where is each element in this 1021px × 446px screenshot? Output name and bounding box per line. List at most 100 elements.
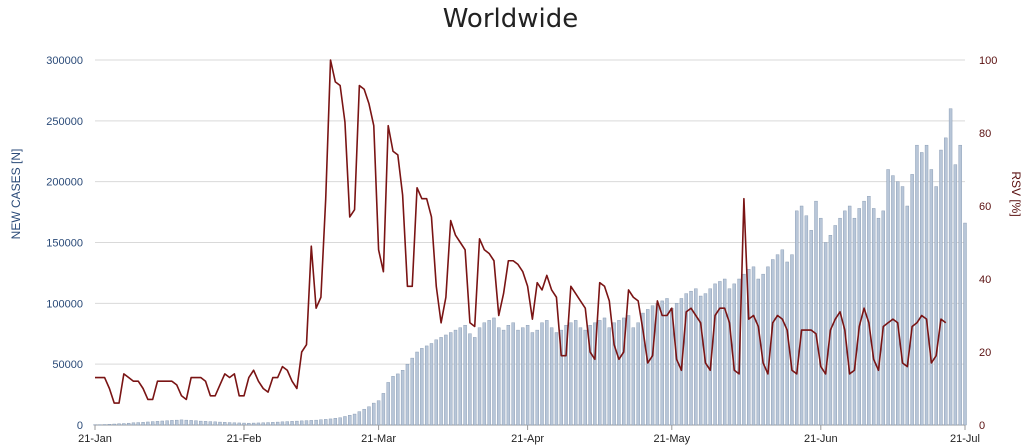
bar <box>194 420 198 426</box>
bar <box>809 230 813 426</box>
bar <box>790 254 794 426</box>
bar <box>636 322 640 426</box>
bar <box>415 351 419 426</box>
bar <box>463 325 467 426</box>
bar <box>482 322 487 426</box>
bar <box>838 217 842 426</box>
bar <box>328 418 333 426</box>
bar <box>400 370 405 426</box>
bar <box>473 337 477 426</box>
bar <box>468 333 472 426</box>
bar <box>453 329 458 426</box>
x-tick-label: 21-May <box>653 433 690 445</box>
bar <box>405 363 410 426</box>
bar <box>266 422 270 426</box>
x-tick-label: 21-Feb <box>227 433 262 445</box>
bar <box>588 325 592 426</box>
bar <box>607 327 611 426</box>
bar <box>338 417 342 426</box>
y-tick-left: 100000 <box>46 298 83 310</box>
bar <box>852 217 857 426</box>
bar <box>179 419 184 426</box>
bar <box>756 278 761 426</box>
bar <box>362 408 366 426</box>
bar <box>963 222 967 426</box>
bar <box>698 295 703 426</box>
bar <box>424 345 429 426</box>
bar <box>304 420 309 426</box>
bar <box>506 325 511 426</box>
bar <box>564 325 568 426</box>
bar <box>247 422 251 426</box>
bar <box>718 281 722 426</box>
bar <box>814 200 818 426</box>
bar <box>747 269 751 426</box>
bar <box>420 348 424 426</box>
bar <box>843 210 847 426</box>
bar <box>804 215 809 426</box>
bar <box>847 205 852 426</box>
bar-series <box>93 108 967 426</box>
bar <box>766 266 770 426</box>
bar <box>449 332 453 426</box>
bar <box>410 357 414 426</box>
bar <box>780 249 785 426</box>
bar <box>122 423 126 426</box>
bar <box>939 149 943 426</box>
bar <box>924 144 929 426</box>
y-tick-left: 250000 <box>46 116 83 128</box>
bar <box>694 288 698 426</box>
bar <box>545 320 549 426</box>
bar <box>117 423 121 426</box>
y-tick-left: 200000 <box>46 177 83 189</box>
bar <box>881 210 885 426</box>
bar <box>626 315 631 426</box>
bar <box>833 225 837 426</box>
bar <box>559 329 563 426</box>
bar <box>497 327 501 426</box>
bar <box>227 422 232 426</box>
bar <box>357 411 362 426</box>
bar <box>646 309 650 426</box>
bar <box>891 175 895 426</box>
chart-title: Worldwide <box>442 4 579 34</box>
axes: 0 50000 100000 150000 200000 250000 300000 0 20 4… <box>46 55 997 445</box>
bar <box>203 421 208 426</box>
bar <box>112 423 116 426</box>
bar <box>309 420 313 426</box>
y-tick-left: 300000 <box>46 55 83 67</box>
bar <box>665 298 669 426</box>
bar <box>126 422 131 426</box>
bar <box>540 322 544 426</box>
bar <box>314 419 318 426</box>
bar <box>516 329 520 426</box>
bar <box>352 413 357 426</box>
bar <box>218 421 222 426</box>
bar <box>857 208 861 426</box>
bar <box>175 419 179 426</box>
bar <box>333 418 338 426</box>
bar <box>477 327 482 426</box>
bar <box>819 217 823 426</box>
bar <box>299 420 304 426</box>
bar <box>501 329 506 426</box>
bar <box>549 327 554 426</box>
bar <box>290 421 294 426</box>
bar <box>136 422 140 426</box>
x-tick-label: 21-Mar <box>361 433 396 445</box>
bar <box>285 421 289 426</box>
bar <box>261 422 265 426</box>
bar <box>444 334 448 426</box>
bar <box>934 186 938 426</box>
bar <box>208 421 213 426</box>
bar <box>554 332 559 426</box>
bar <box>578 327 583 426</box>
bar <box>598 320 602 426</box>
bar <box>199 420 203 426</box>
bar <box>376 400 381 426</box>
bar <box>674 303 679 426</box>
bar <box>131 422 136 426</box>
y-tick-left: 150000 <box>46 238 83 250</box>
bar <box>900 186 905 426</box>
